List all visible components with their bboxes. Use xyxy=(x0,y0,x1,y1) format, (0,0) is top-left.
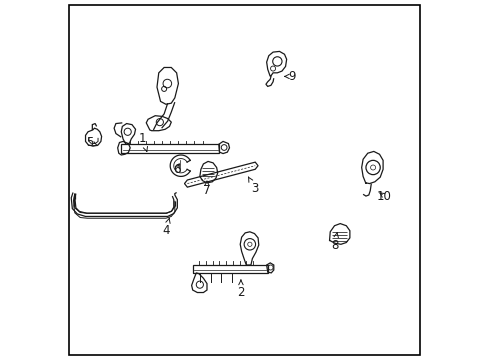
Text: 3: 3 xyxy=(248,177,258,195)
Text: 7: 7 xyxy=(203,181,210,197)
Text: 9: 9 xyxy=(284,70,295,83)
Text: 10: 10 xyxy=(376,190,391,203)
Text: 5: 5 xyxy=(86,136,97,149)
Text: 2: 2 xyxy=(237,280,244,299)
Text: 6: 6 xyxy=(173,163,180,176)
Text: 8: 8 xyxy=(330,233,338,252)
Text: 1: 1 xyxy=(139,132,147,152)
Text: 4: 4 xyxy=(162,218,170,237)
